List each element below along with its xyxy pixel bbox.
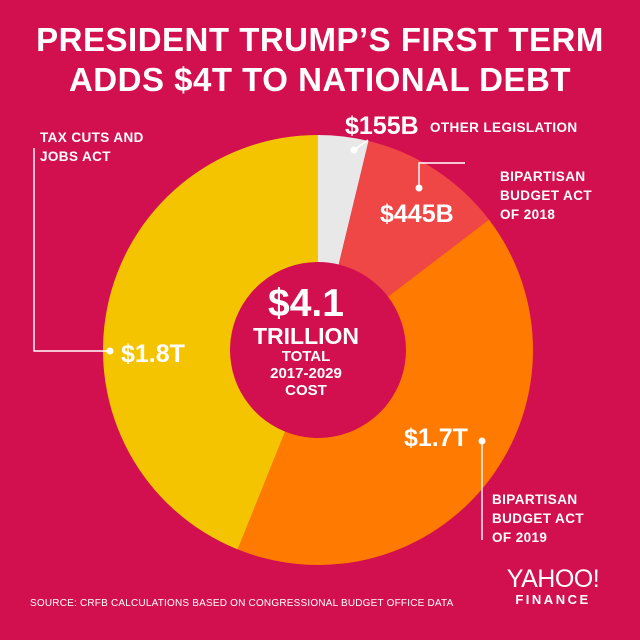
value-label-other: $155B (345, 112, 419, 140)
label-other: OTHER LEGISLATION (430, 120, 578, 135)
slice-bipartisan-budget-act-of-2018 (338, 141, 489, 297)
label-bba2019-line-2: BUDGET ACT (492, 511, 584, 526)
label-bba2019: BIPARTISAN BUDGET ACT OF 2019 (492, 490, 584, 547)
center-line-3: COST (285, 382, 327, 399)
logo-brand: YAHOO! (506, 565, 600, 593)
label-bba2018: BIPARTISAN BUDGET ACT OF 2018 (500, 167, 592, 224)
center-unit: TRILLION (252, 323, 360, 349)
slice-bipartisan-budget-act-of-2019 (237, 219, 533, 566)
chart-title: PRESIDENT TRUMP’S FIRST TERM ADDS $4T TO… (0, 20, 640, 100)
label-bba2018-line-3: OF 2018 (500, 207, 556, 222)
center-line-1: TOTAL (281, 348, 331, 365)
label-bba2019-line-3: OF 2019 (492, 530, 548, 545)
value-label-bba2018: $445B (380, 200, 454, 228)
donut-center-total: $4.1 TRILLION TOTAL 2017-2029 COST (238, 282, 374, 400)
center-line-2: 2017-2029 (270, 365, 342, 382)
donut-slices (103, 135, 533, 566)
dot-bba2019 (478, 437, 486, 445)
logo-sub: FINANCE (515, 592, 591, 607)
title-line-2: ADDS $4T TO NATIONAL DEBT (68, 61, 572, 98)
leader-tcja (33, 148, 110, 352)
value-label-bba2019: $1.7T (404, 424, 468, 452)
slice-tax-cuts-and-jobs-act (103, 135, 318, 550)
slice-other-legislation (318, 135, 369, 265)
dot-tcja (106, 347, 114, 355)
title-line-1: PRESIDENT TRUMP’S FIRST TERM (36, 21, 604, 58)
label-tcja-line-2: JOBS ACT (40, 149, 111, 164)
leader-lines (33, 139, 483, 540)
leader-bba2018 (418, 162, 465, 188)
label-tcja-line-1: TAX CUTS AND (40, 130, 144, 145)
dot-other (350, 146, 358, 154)
center-value: $4.1 (268, 282, 344, 325)
label-bba2018-line-1: BIPARTISAN (500, 169, 586, 184)
yahoo-finance-logo[interactable]: YAHOO! FINANCE (498, 566, 608, 607)
label-bba2019-line-1: BIPARTISAN (492, 492, 578, 507)
dot-bba2018 (415, 184, 423, 192)
leader-dots (106, 146, 486, 445)
label-bba2018-line-2: BUDGET ACT (500, 188, 592, 203)
label-tcja: TAX CUTS AND JOBS ACT (40, 128, 144, 166)
source-note: SOURCE: CRFB CALCULATIONS BASED ON CONGR… (30, 598, 454, 609)
value-label-tcja: $1.8T (121, 340, 185, 368)
